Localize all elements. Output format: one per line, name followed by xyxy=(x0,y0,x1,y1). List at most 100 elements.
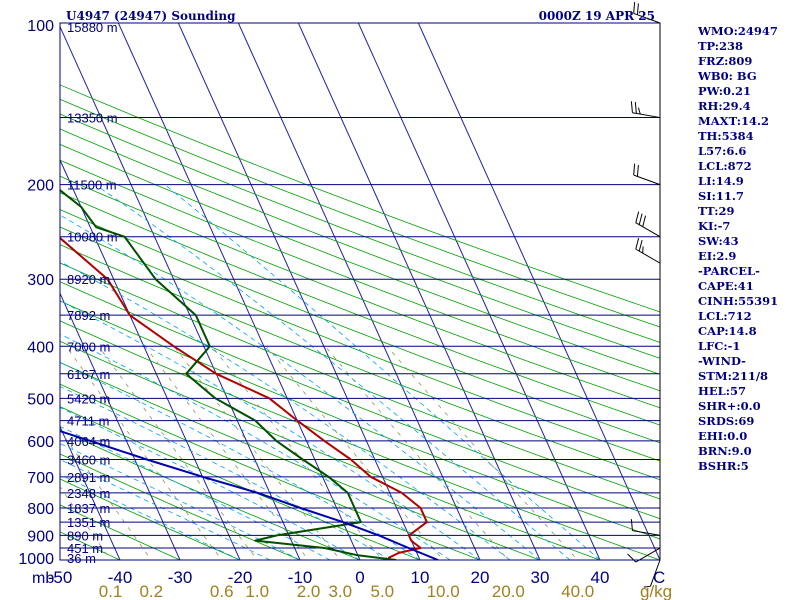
dry-adiabat-line xyxy=(60,531,121,560)
dry-adiabat-line xyxy=(60,113,660,343)
mixing-ratio-tick-label: 10.0 xyxy=(427,582,460,600)
temperature-tick-label: 40 xyxy=(591,568,610,587)
stat-line: LCL:872 xyxy=(698,159,752,173)
temperature-tick-label: 20 xyxy=(471,568,490,587)
mixing-ratio-tick-label: 0.6 xyxy=(210,582,234,600)
mixing-ratio-line xyxy=(266,346,444,560)
dry-adiabat-line xyxy=(60,226,660,462)
mixing-ratio-unit-label: g/kg xyxy=(640,582,672,600)
stat-line: LCL:712 xyxy=(698,309,752,323)
pressure-tick-label: 800 xyxy=(27,501,54,518)
temperature-profile-line xyxy=(60,236,428,560)
stat-line: -WIND- xyxy=(698,354,746,368)
height-label: 3460 m xyxy=(67,453,110,468)
stat-line: LFC:-1 xyxy=(698,339,741,353)
mixing-ratio-tick-label: 0.2 xyxy=(139,582,163,600)
height-label: 890 m xyxy=(67,528,103,543)
stat-line: SW:43 xyxy=(698,234,739,248)
mixing-ratio-tick-label: 0.1 xyxy=(99,582,123,600)
stat-line: WMO:24947 xyxy=(698,24,778,38)
isotherm-line xyxy=(60,25,301,560)
dewpoint-profile-line xyxy=(60,188,397,560)
pressure-tick-label: 200 xyxy=(27,178,54,195)
stat-line: MAXT:14.2 xyxy=(698,114,769,128)
stat-line: SHR+:0.0 xyxy=(698,399,761,413)
mixing-ratio-line xyxy=(173,346,341,560)
moist-adiabat-line xyxy=(60,443,301,560)
height-label: 8920 m xyxy=(67,272,110,287)
mixing-ratio-line xyxy=(65,346,223,560)
stat-line: KI:-7 xyxy=(698,219,731,233)
temperature-tick-label: -40 xyxy=(108,568,133,587)
plot-background xyxy=(60,23,660,560)
isotherm-line xyxy=(177,23,421,560)
stat-line: PW:0.21 xyxy=(698,84,752,98)
temperature-tick-label: -50 xyxy=(48,568,73,587)
dry-adiabat-line xyxy=(60,128,660,359)
isotherm-line xyxy=(297,23,541,560)
isotherm-line xyxy=(237,23,481,560)
height-label: 451 m xyxy=(67,541,103,556)
mixing-ratio-line xyxy=(324,346,509,560)
stat-line: EI:2.9 xyxy=(698,249,737,263)
height-label: 7892 m xyxy=(67,308,110,323)
mixing-ratio-tick-label: 3.0 xyxy=(328,582,352,600)
temperature-tick-label: -10 xyxy=(288,568,313,587)
temperature-tick-label: 0 xyxy=(355,568,364,587)
dry-adiabat-line xyxy=(60,406,422,560)
stat-line: FRZ:809 xyxy=(698,54,753,68)
mixing-ratio-tick-label: 20.0 xyxy=(492,582,525,600)
wind-barb xyxy=(633,163,661,186)
dry-adiabat-line xyxy=(60,209,660,444)
temperature-tick-label: 30 xyxy=(531,568,550,587)
temperature-tick-label: -20 xyxy=(228,568,253,587)
height-label: 4064 m xyxy=(67,434,110,449)
dry-adiabat-line xyxy=(60,478,242,560)
wind-barb xyxy=(630,101,661,119)
height-label: 5420 m xyxy=(67,391,110,406)
pressure-tick-label: 500 xyxy=(27,391,54,408)
height-label: 36 m xyxy=(67,551,96,566)
height-label: 1837 m xyxy=(67,501,110,516)
stat-line: LI:14.9 xyxy=(698,174,744,188)
dry-adiabat-line xyxy=(60,143,660,375)
dry-adiabat-line xyxy=(60,98,660,328)
stat-line: EHI:0.0 xyxy=(698,429,748,443)
pressure-tick-label: 600 xyxy=(27,434,54,451)
pressure-tick-label: 1000 xyxy=(18,551,54,568)
height-label: 10080 m xyxy=(67,230,118,245)
wind-barb xyxy=(633,2,661,24)
pressure-unit-label: mb xyxy=(32,570,54,587)
height-label: 15880 m xyxy=(67,20,118,35)
height-label: 7000 m xyxy=(67,339,110,354)
temperature-tick-label: -30 xyxy=(168,568,193,587)
pressure-tick-label: 300 xyxy=(27,272,54,289)
mixing-ratio-tick-label: 2.0 xyxy=(297,582,321,600)
mixing-ratio-line xyxy=(60,486,111,560)
stat-line: TH:5384 xyxy=(698,129,754,143)
dry-adiabat-line xyxy=(60,361,542,560)
moist-adiabat-line xyxy=(60,426,331,560)
height-label: 11500 m xyxy=(67,178,117,193)
dry-adiabat-line xyxy=(60,159,660,392)
stat-line: L57:6.6 xyxy=(698,144,747,158)
stat-line: CAP:14.8 xyxy=(698,324,757,338)
moist-adiabat-line xyxy=(60,458,271,560)
isotherm-line xyxy=(417,23,660,560)
dry-adiabat-line xyxy=(60,300,660,540)
stat-line: TP:238 xyxy=(698,39,744,53)
stat-line: BRN:9.0 xyxy=(698,444,752,458)
height-label: 2891 m xyxy=(67,470,110,485)
wind-barb xyxy=(643,559,661,588)
pressure-tick-label: 100 xyxy=(27,18,54,35)
pressure-tick-label: 700 xyxy=(27,470,54,487)
height-label: 4711 m xyxy=(67,414,109,429)
mixing-ratio-tick-label: 5.0 xyxy=(371,582,395,600)
isotherm-line xyxy=(357,23,601,560)
height-label: 6167 m xyxy=(67,367,110,382)
dry-adiabat-line xyxy=(60,504,181,560)
stat-line: CINH:55391 xyxy=(698,294,779,308)
pressure-tick-label: 400 xyxy=(27,339,54,356)
